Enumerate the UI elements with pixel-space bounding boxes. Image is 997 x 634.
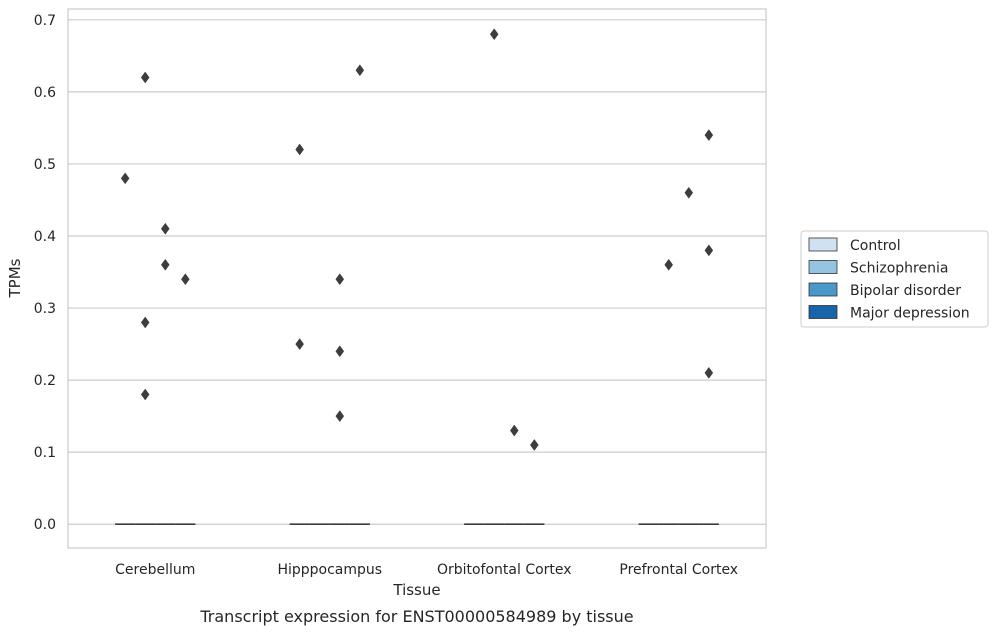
legend-label: Control [850,238,901,254]
outlier-point [140,71,150,84]
y-tick-label: 0.7 [34,13,56,29]
y-tick-label: 0.4 [34,229,56,245]
outlier-point [355,64,365,77]
outlier-point [509,424,519,437]
outlier-point [120,172,130,185]
outlier-point [335,410,345,423]
outlier-point [704,366,714,379]
outlier-point [664,258,674,271]
outlier-point [181,273,190,286]
legend-label: Major depression [850,306,970,322]
y-tick-label: 0.5 [34,157,56,173]
outlier-point [295,338,304,350]
outlier-point [704,244,714,257]
x-tick-label: Prefrontal Cortex [619,562,738,578]
outlier-point [704,129,714,142]
outlier-point [684,186,694,199]
x-axis-label: Tissue [392,581,440,599]
plot-frame [67,8,767,549]
grid-lines [68,19,766,525]
x-tick-labels: Cerebellum Hipppocampus Orbitofontal Corte… [115,562,738,578]
outlier-point [335,345,345,358]
legend-swatch [808,237,838,252]
y-tick-label: 0.1 [34,445,56,461]
y-axis-label: TPMs [6,258,24,298]
outlier-point [160,222,170,235]
y-tick-label: 0.6 [34,85,56,101]
x-tick-label: Orbitofontal Cortex [437,562,572,578]
outlier-point [160,258,170,271]
x-tick-label: Hipppocampus [277,562,382,578]
legend-label: Schizophrenia [850,261,948,277]
y-tick-label: 0.3 [34,301,56,317]
outlier-point [140,316,150,329]
outlier-point [335,273,345,286]
y-tick-labels: 0.0 0.1 0.2 0.3 0.4 0.5 0.6 0.7 [34,13,56,533]
outlier-points [120,28,714,451]
y-tick-label: 0.2 [34,373,56,389]
outlier-point [489,28,499,41]
legend-swatch [808,260,838,274]
legend-frame [800,230,989,328]
legend-label: Bipolar disorder [850,283,961,299]
x-tick-label: Cerebellum [115,562,195,578]
outlier-point [140,388,150,401]
y-tick-label: 0.0 [34,517,56,533]
outlier-point [295,143,304,156]
legend: Control Schizophrenia Bipolar disorder Majo… [800,230,989,328]
outlier-point [530,439,539,451]
legend-swatch [808,305,838,319]
chart-caption: Transcript expression for ENST0000058498… [199,607,633,626]
legend-swatch [808,282,838,297]
